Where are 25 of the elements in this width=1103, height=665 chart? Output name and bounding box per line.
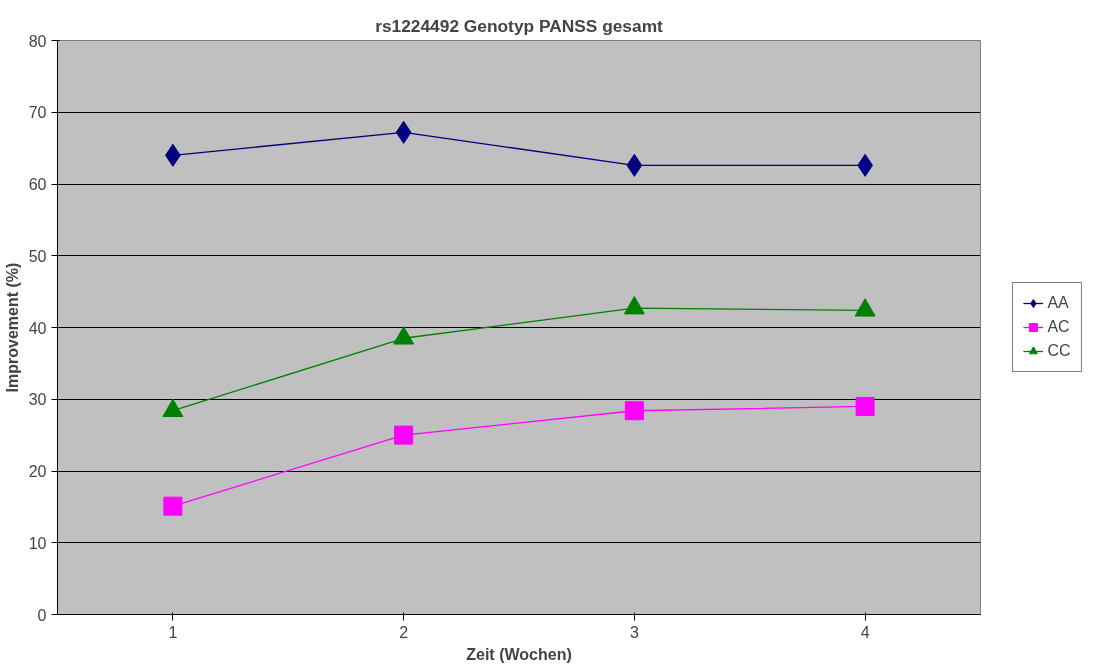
point [855, 396, 875, 416]
point [626, 153, 643, 177]
y-tick-label: 70 [28, 104, 47, 122]
point [163, 496, 183, 516]
legend-label: AA [1047, 294, 1069, 312]
y-tick-label: 10 [28, 534, 47, 552]
y-tick-label: 50 [28, 247, 47, 265]
x-tick-label: 1 [168, 623, 178, 641]
y-tick-label: 30 [28, 391, 47, 409]
x-axis-title: Zeit (Wochen) [466, 645, 572, 663]
y-tick-label: 20 [28, 463, 47, 480]
x-tick-label: 2 [399, 623, 409, 641]
y-tick-label: 40 [28, 319, 47, 337]
point [624, 401, 644, 421]
y-tick-label: 0 [37, 606, 47, 624]
x-tick-label: 3 [629, 623, 639, 641]
legend-label: CC [1047, 342, 1071, 360]
point [394, 425, 414, 445]
y-axis-title: Improvement (%) [3, 262, 21, 393]
x-tick-label: 4 [860, 623, 870, 641]
y-tick-label: 80 [28, 32, 47, 50]
point [395, 120, 412, 144]
legend-label: AC [1047, 318, 1070, 336]
chart-title: rs1224492 Genotyp PANSS gesamt [375, 15, 664, 36]
y-tick-label: 60 [28, 176, 47, 193]
